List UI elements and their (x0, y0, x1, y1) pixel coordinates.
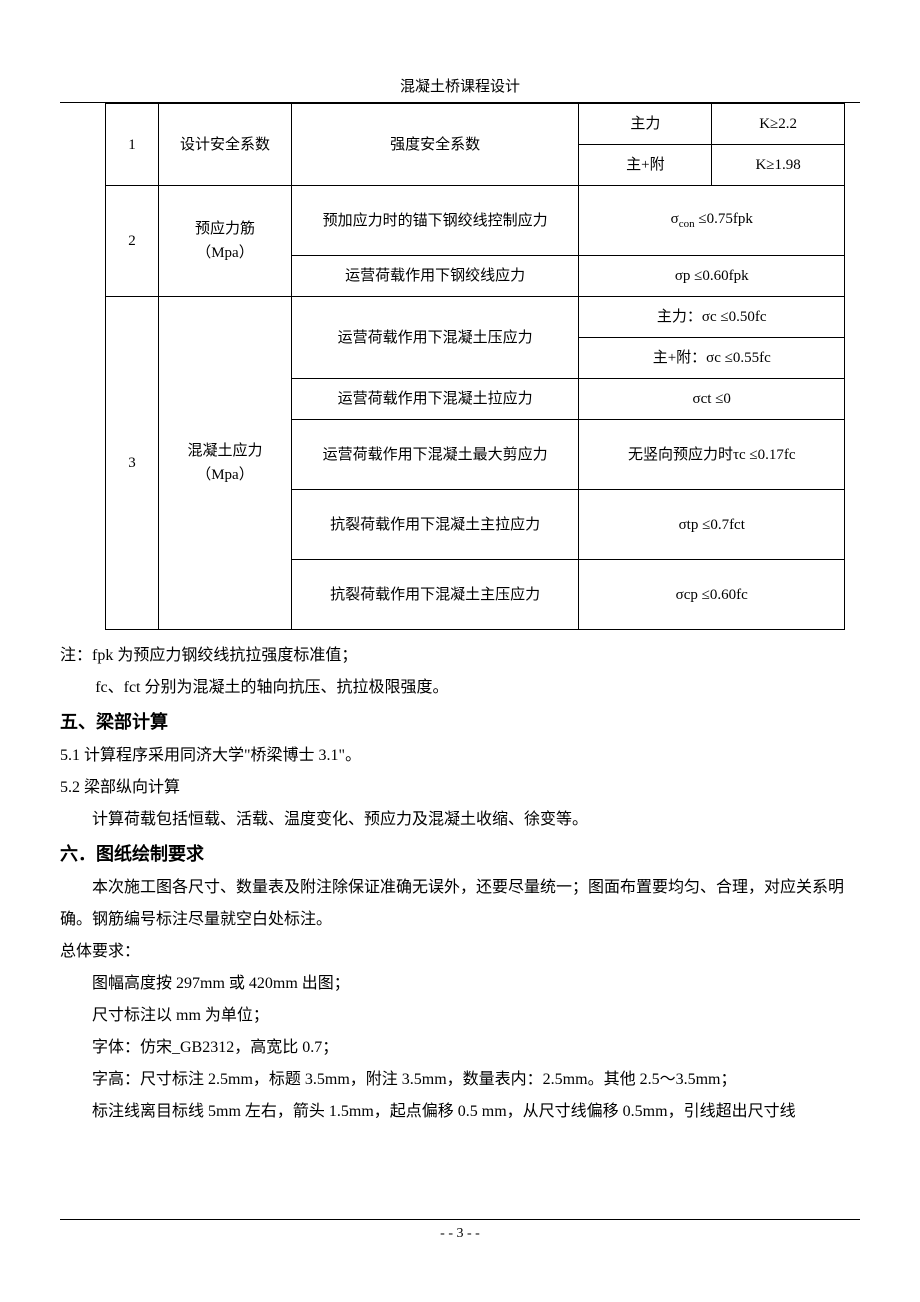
body-content: 注：fpk 为预应力钢绞线抗拉强度标准值； fc、fct 分别为混凝土的轴向抗压… (60, 640, 860, 1128)
paragraph: 字体：仿宋_GB2312，高宽比 0.7； (60, 1032, 860, 1064)
row-value: σcp ≤0.60fc (579, 560, 845, 630)
row-item: 强度安全系数 (291, 104, 579, 186)
row-value: σp ≤0.60fpk (579, 256, 845, 297)
table-row: 3 混凝土应力 （Mpa） 运营荷载作用下混凝土压应力 主力：σc ≤0.50f… (106, 297, 845, 338)
row-item: 预加应力时的锚下钢绞线控制应力 (291, 186, 579, 256)
paragraph: 总体要求： (60, 936, 860, 968)
row-category: 预应力筋 （Mpa） (159, 186, 292, 297)
category-line1: 混凝土应力 (187, 443, 262, 459)
row-item: 运营荷载作用下混凝土最大剪应力 (291, 420, 579, 490)
sub-value: K≥2.2 (712, 104, 845, 145)
row-value: 无竖向预应力时τc ≤0.17fc (579, 420, 845, 490)
row-item: 抗裂荷载作用下混凝土主拉应力 (291, 490, 579, 560)
paragraph: 5.2 梁部纵向计算 (60, 772, 860, 804)
row-item: 运营荷载作用下混凝土压应力 (291, 297, 579, 379)
note-line: fc、fct 分别为混凝土的轴向抗压、抗拉极限强度。 (60, 672, 860, 704)
category-line1: 预应力筋 (195, 221, 255, 237)
category-line2: （Mpa） (196, 467, 254, 483)
sub-value: K≥1.98 (712, 145, 845, 186)
sub-label: 主力 (579, 104, 712, 145)
row-category: 混凝土应力 （Mpa） (159, 297, 292, 630)
row-number: 3 (106, 297, 159, 630)
table-row: 1 设计安全系数 强度安全系数 主力 K≥2.2 (106, 104, 845, 145)
row-item: 运营荷载作用下混凝土拉应力 (291, 379, 579, 420)
row-value: 主力：σc ≤0.50fc (579, 297, 845, 338)
row-item: 抗裂荷载作用下混凝土主压应力 (291, 560, 579, 630)
sub-label: 主+附 (579, 145, 712, 186)
paragraph: 尺寸标注以 mm 为单位； (60, 1000, 860, 1032)
paragraph: 本次施工图各尺寸、数量表及附注除保证准确无误外，还要尽量统一；图面布置要均匀、合… (60, 872, 860, 936)
section-heading-5: 五、梁部计算 (60, 704, 860, 740)
row-number: 2 (106, 186, 159, 297)
row-category: 设计安全系数 (159, 104, 292, 186)
paragraph: 图幅高度按 297mm 或 420mm 出图； (60, 968, 860, 1000)
note-line: 注：fpk 为预应力钢绞线抗拉强度标准值； (60, 640, 860, 672)
category-line2: （Mpa） (196, 245, 254, 261)
paragraph: 标注线离目标线 5mm 左右，箭头 1.5mm，起点偏移 0.5 mm，从尺寸线… (60, 1096, 860, 1128)
row-number: 1 (106, 104, 159, 186)
page-header-title: 混凝土桥课程设计 (60, 75, 860, 103)
row-value: σcon ≤0.75fpk (579, 186, 845, 256)
row-value: 主+附：σc ≤0.55fc (579, 338, 845, 379)
row-value: σtp ≤0.7fct (579, 490, 845, 560)
row-value: σct ≤0 (579, 379, 845, 420)
page-footer: - - 3 - - (0, 1219, 920, 1242)
paragraph: 计算荷载包括恒载、活载、温度变化、预应力及混凝土收缩、徐变等。 (60, 804, 860, 836)
row-item: 运营荷载作用下钢绞线应力 (291, 256, 579, 297)
table-row: 2 预应力筋 （Mpa） 预加应力时的锚下钢绞线控制应力 σcon ≤0.75f… (106, 186, 845, 256)
page-number: - - 3 - - (60, 1219, 860, 1242)
spec-table: 1 设计安全系数 强度安全系数 主力 K≥2.2 主+附 K≥1.98 2 预应… (105, 103, 845, 630)
section-heading-6: 六．图纸绘制要求 (60, 836, 860, 872)
paragraph: 字高：尺寸标注 2.5mm，标题 3.5mm，附注 3.5mm，数量表内：2.5… (60, 1064, 860, 1096)
paragraph: 5.1 计算程序采用同济大学"桥梁博士 3.1"。 (60, 740, 860, 772)
